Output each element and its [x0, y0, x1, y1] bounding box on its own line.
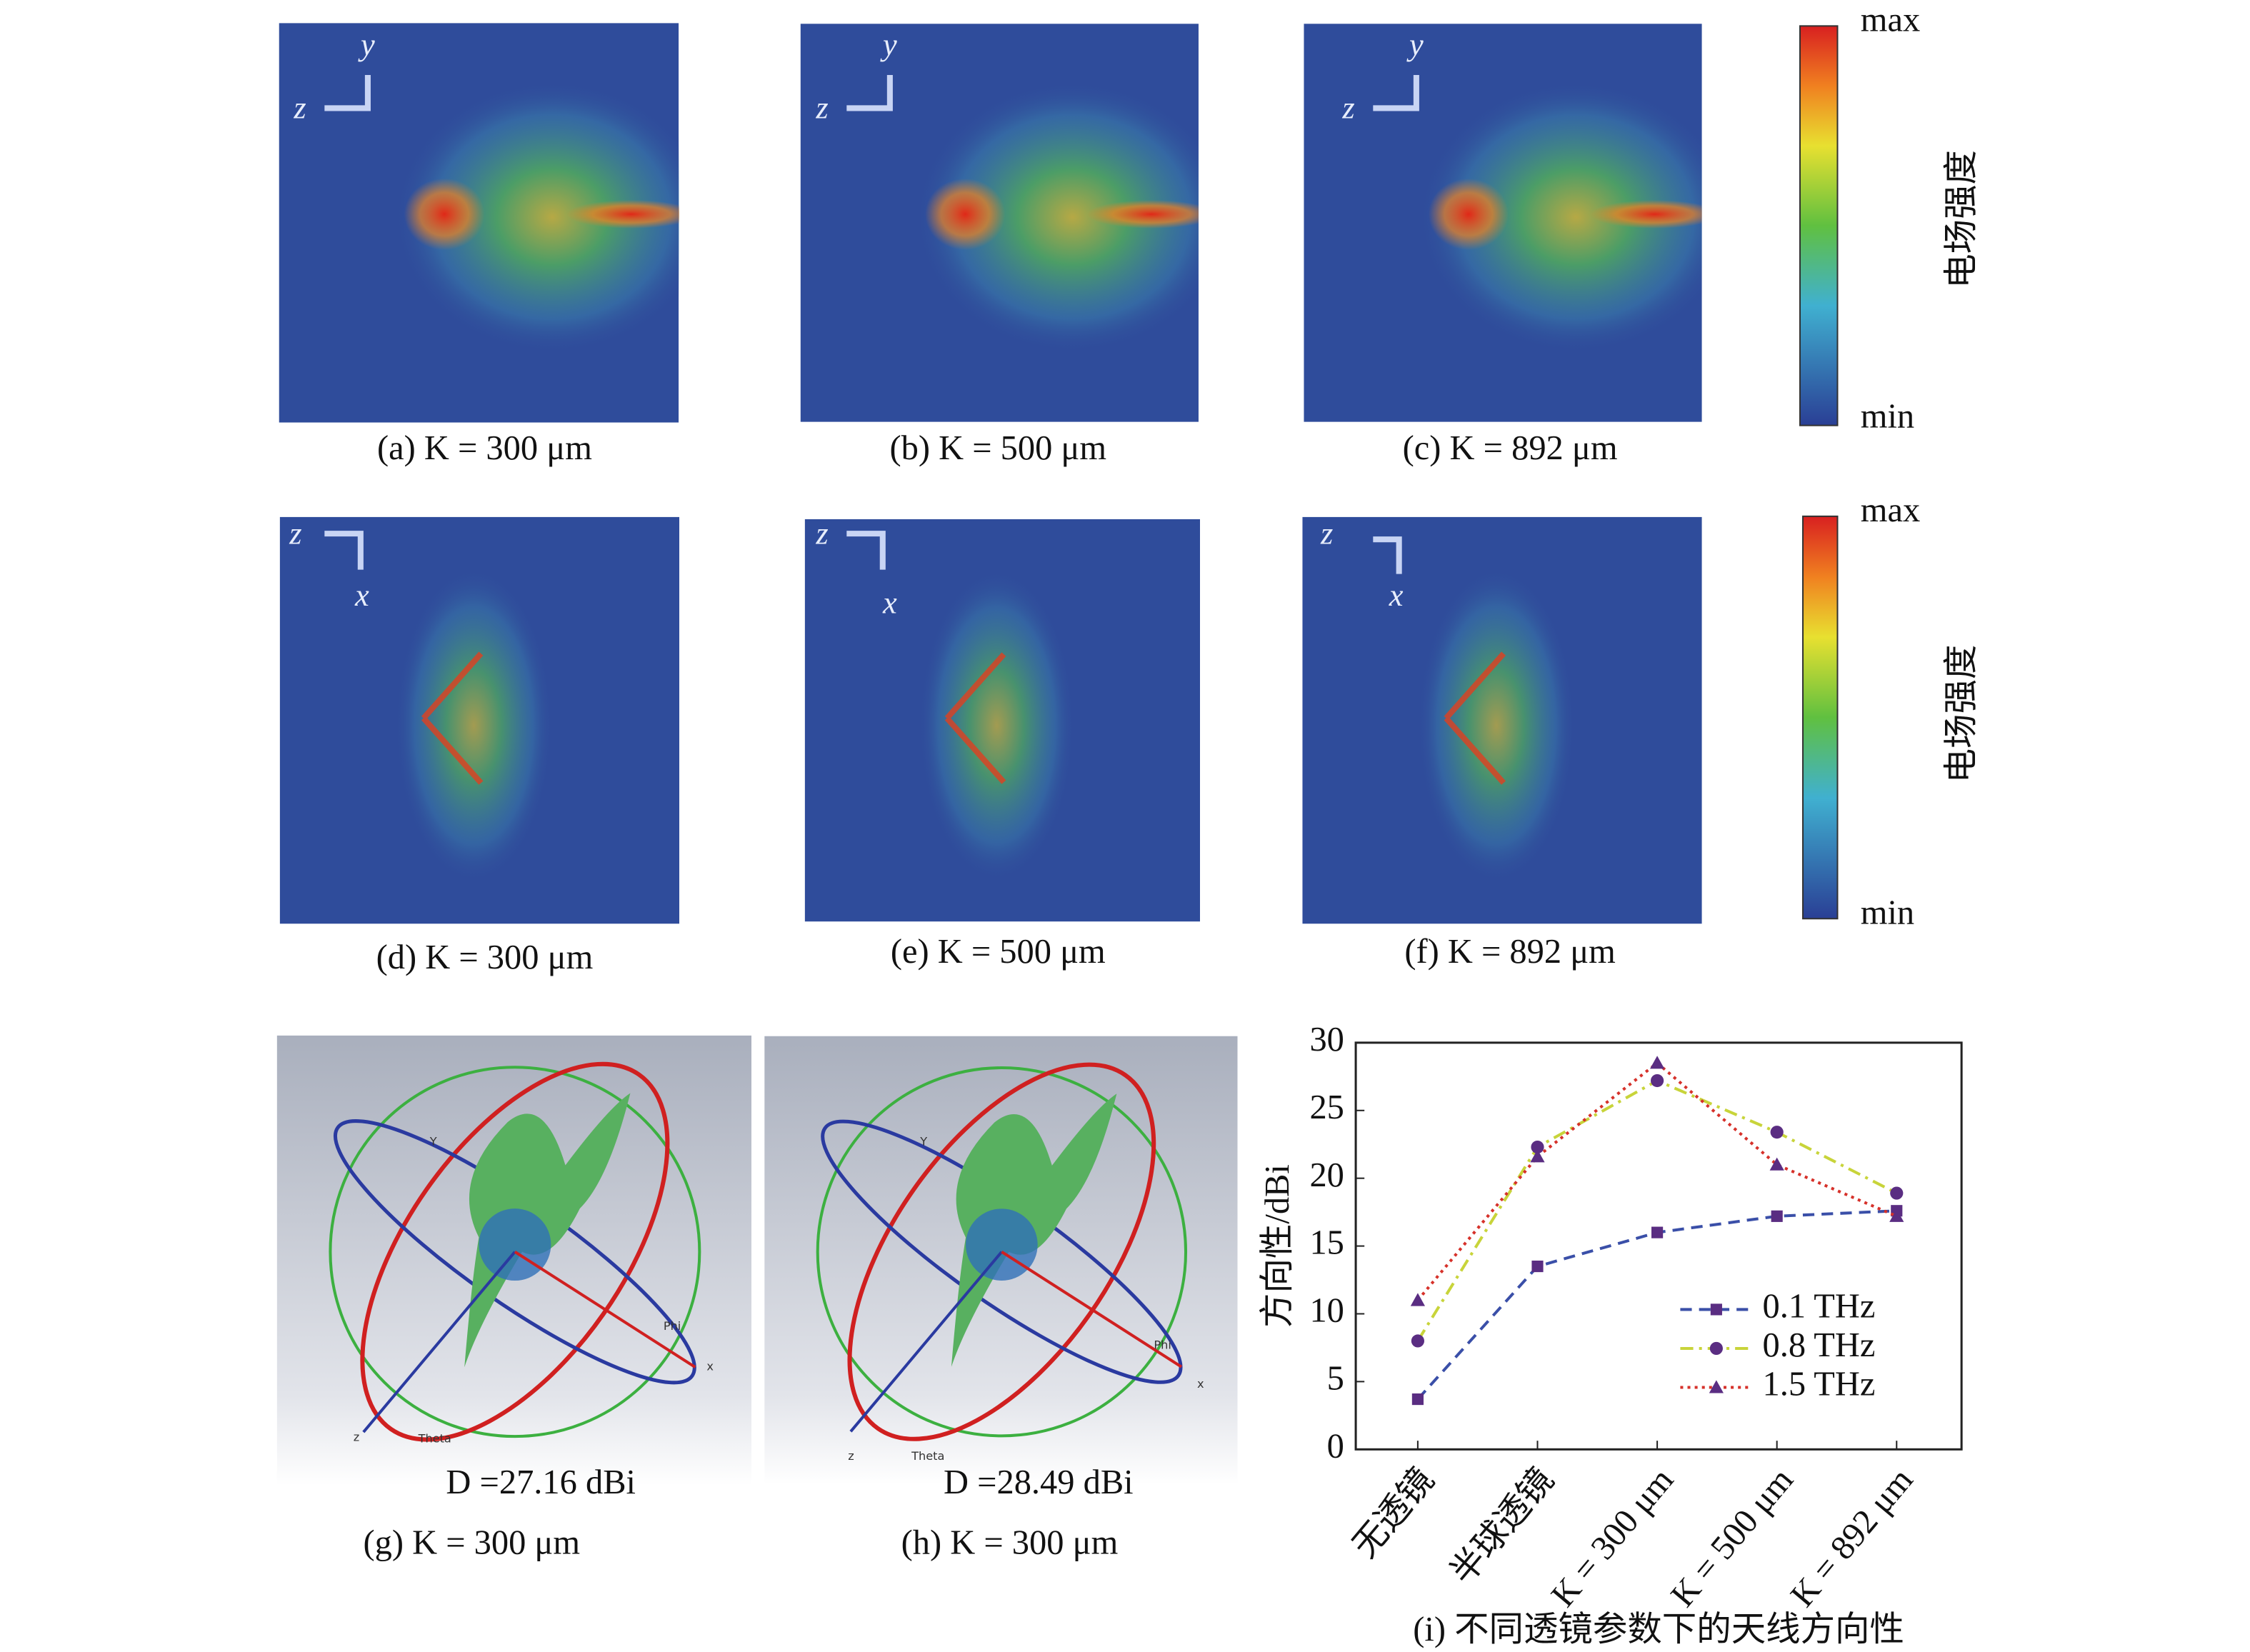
pattern-label: x	[706, 1360, 714, 1373]
colorbar-max: max	[1861, 491, 1920, 529]
x-tick-label: 无透镜	[1346, 1461, 1441, 1565]
marker	[1709, 1341, 1723, 1356]
pattern-label: Y	[919, 1135, 927, 1148]
marker	[1889, 1208, 1904, 1222]
directivity: D =27.16 dBi	[446, 1463, 636, 1501]
field-image	[280, 517, 679, 923]
pattern-label: Theta	[418, 1432, 451, 1446]
axis-letter: z	[815, 90, 828, 126]
axis-letter: z	[815, 515, 828, 551]
field-image	[279, 23, 680, 423]
field-image	[1304, 24, 1702, 422]
y-tick-label: 0	[1327, 1427, 1344, 1465]
caption: (g) K = 300 μm	[363, 1524, 580, 1562]
y-tick-label: 10	[1309, 1292, 1344, 1330]
field-panels	[279, 23, 1702, 923]
pattern-label: x	[1197, 1377, 1204, 1391]
axis-letter: x	[882, 584, 897, 620]
arrow	[846, 531, 886, 570]
pattern-label: Phi	[664, 1319, 681, 1333]
pattern-label: z	[354, 1431, 359, 1444]
legend-label: 0.1 THz	[1762, 1288, 1875, 1326]
caption: (h) K = 300 μm	[901, 1524, 1119, 1562]
pattern-label: Theta	[911, 1449, 944, 1463]
chart-title: (i) 不同透镜参数下的天线方向性	[1413, 1611, 1904, 1648]
axis-letter: x	[354, 577, 369, 613]
axis-letter: y	[880, 26, 897, 62]
colorbar-label: 电场强度	[1942, 645, 1980, 784]
marker	[1769, 1157, 1784, 1171]
marker	[1651, 1073, 1664, 1088]
colorbar	[1802, 515, 1839, 920]
marker	[1771, 1210, 1783, 1222]
colorbar-label: 电场强度	[1942, 150, 1980, 289]
axis-arrows	[324, 74, 1419, 574]
legend-label: 0.8 THz	[1762, 1326, 1875, 1364]
axis-letter: x	[1389, 577, 1404, 613]
pattern-image	[764, 1013, 1237, 1491]
y-tick-label: 5	[1327, 1360, 1344, 1398]
arrow	[1373, 74, 1419, 111]
marker	[1530, 1149, 1545, 1163]
arrow	[324, 531, 364, 570]
field-image	[805, 519, 1200, 921]
x-tick-label: K = 892 μm	[1784, 1461, 1921, 1614]
pattern-label: Y	[429, 1135, 437, 1148]
legend-label: 1.5 THz	[1762, 1366, 1875, 1403]
axis-letter: y	[1406, 26, 1424, 62]
field-image	[800, 24, 1199, 422]
marker	[1531, 1260, 1544, 1273]
arrow	[1373, 536, 1402, 574]
arrow	[846, 74, 893, 111]
colorbar-min: min	[1861, 893, 1914, 931]
pattern-label: Phi	[1154, 1338, 1171, 1351]
x-tick-label: K = 300 μm	[1544, 1461, 1681, 1614]
caption: (b) K = 500 μm	[889, 429, 1106, 467]
axis-letter: z	[289, 515, 301, 551]
caption: (e) K = 500 μm	[891, 933, 1106, 971]
series-line	[1416, 1061, 1898, 1301]
axis-letter: z	[1341, 90, 1354, 126]
colorbar-max: max	[1861, 1, 1920, 39]
caption: (a) K = 300 μm	[377, 429, 592, 467]
marker	[1411, 1334, 1424, 1348]
caption: (c) K = 892 μm	[1403, 429, 1618, 467]
marker	[1770, 1126, 1784, 1139]
arrow	[324, 74, 371, 111]
marker	[1890, 1186, 1904, 1200]
field-image	[1302, 517, 1701, 923]
marker	[1649, 1056, 1665, 1069]
marker	[1411, 1393, 1424, 1406]
y-tick-label: 25	[1309, 1088, 1344, 1126]
y-tick-label: 15	[1309, 1224, 1344, 1262]
caption: (d) K = 300 μm	[376, 938, 594, 976]
directivity: D =28.49 dBi	[944, 1463, 1134, 1501]
axis-letter: y	[358, 26, 375, 62]
y-axis-label: 方向性/dBi	[1259, 1164, 1296, 1328]
axis-letter: z	[1320, 515, 1333, 551]
x-tick-label: K = 500 μm	[1664, 1461, 1801, 1614]
marker	[1410, 1293, 1425, 1306]
pattern-image	[277, 1013, 751, 1491]
colorbar	[1799, 25, 1839, 426]
x-tick-label: 半球透镜	[1443, 1461, 1561, 1592]
marker	[1531, 1140, 1544, 1154]
marker	[1709, 1380, 1724, 1393]
axis-letter: z	[293, 90, 306, 126]
marker	[1710, 1303, 1722, 1316]
y-tick-label: 20	[1309, 1156, 1344, 1194]
caption: (f) K = 892 μm	[1404, 933, 1616, 971]
y-tick-label: 30	[1309, 1021, 1344, 1058]
colorbar-min: min	[1861, 398, 1914, 436]
pattern-label: z	[848, 1449, 854, 1463]
marker	[1651, 1226, 1664, 1238]
